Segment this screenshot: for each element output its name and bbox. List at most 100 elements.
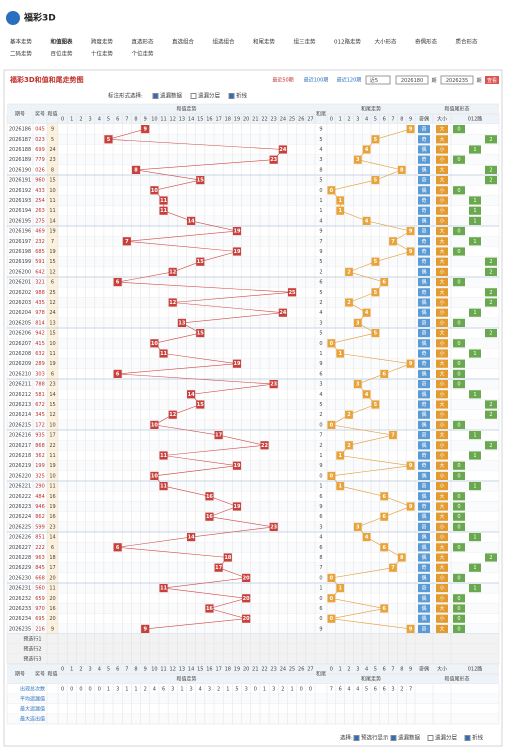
checkbox[interactable] xyxy=(464,735,471,741)
nav-link[interactable]: 大小形态 xyxy=(375,38,398,46)
scale-label: 6 xyxy=(116,667,119,673)
tail-mark-label: 4 xyxy=(365,218,369,224)
range-link[interactable]: 最近100期 xyxy=(304,77,329,84)
parity-label: 偶 xyxy=(421,493,426,500)
checkbox[interactable] xyxy=(353,735,360,741)
issue: 2026190 xyxy=(9,167,31,173)
from-input[interactable] xyxy=(395,75,429,85)
tail-mark xyxy=(327,186,336,195)
checkbox-label[interactable]: 遗漏数据 xyxy=(160,92,183,100)
sum-mark-label: 10 xyxy=(151,422,158,428)
select-box[interactable] xyxy=(365,75,391,85)
scale-label: 3 xyxy=(89,117,92,123)
parity-cell xyxy=(418,471,430,480)
sum-value: 25 xyxy=(49,290,55,296)
parity-label: 偶 xyxy=(421,309,426,316)
size-cell xyxy=(436,624,448,633)
nav-link[interactable]: 质合形态 xyxy=(456,38,479,46)
size-cell xyxy=(436,584,448,593)
sum-mark-label: 23 xyxy=(270,382,277,388)
size-label: 大 xyxy=(439,625,444,632)
nav-link[interactable]: 基本走势 xyxy=(10,38,33,46)
range-link[interactable]: 最近120期 xyxy=(337,77,362,84)
tail-mark-label: 9 xyxy=(409,504,413,510)
to-input[interactable] xyxy=(440,75,474,85)
sum-value: 6 xyxy=(51,545,54,551)
parity-label: 奇 xyxy=(421,523,426,530)
checkbox[interactable] xyxy=(152,93,159,99)
checkbox[interactable] xyxy=(190,93,197,99)
tail-value: 7 xyxy=(319,433,322,439)
draw-number: 172 xyxy=(35,422,45,428)
sum-mark xyxy=(113,278,122,287)
checkbox-label[interactable]: 遗漏分层 xyxy=(435,734,458,742)
scale-label: 9 xyxy=(144,117,147,123)
parity-cell xyxy=(418,288,430,297)
checkbox[interactable] xyxy=(427,735,434,741)
parity-label: 奇 xyxy=(421,207,426,214)
view-button-label[interactable]: 查看 xyxy=(487,77,497,84)
column-header: 和值尾形态 xyxy=(444,106,469,113)
sum-cell-bg xyxy=(47,389,58,400)
tail-value: 9 xyxy=(319,229,322,235)
tail-mark xyxy=(371,329,380,338)
sum-value: 11 xyxy=(49,453,55,459)
view-button[interactable] xyxy=(485,76,499,84)
sum-mark-label: 15 xyxy=(197,178,204,184)
nav-link[interactable]: 个位走势 xyxy=(132,50,155,58)
checkbox-label[interactable]: 遗漏分层 xyxy=(198,92,221,100)
nav-link[interactable]: 十位走势 xyxy=(91,50,114,58)
draw-number: 435 xyxy=(35,300,45,306)
nav-link[interactable]: 组选组合 xyxy=(213,38,236,46)
row-bg xyxy=(7,226,499,237)
checkbox-label[interactable]: 折线 xyxy=(472,734,484,742)
sum-cell-bg xyxy=(47,195,58,206)
size-cell xyxy=(436,543,448,552)
checkbox[interactable] xyxy=(390,735,397,741)
sum-mark-label: 17 xyxy=(215,433,222,439)
size-label: 大 xyxy=(439,248,444,255)
nav-link[interactable]: 百位走势 xyxy=(51,50,74,58)
checkbox-label[interactable]: 遗漏数据 xyxy=(398,734,421,742)
size-label: 小 xyxy=(439,268,444,275)
sum-value: 23 xyxy=(49,157,55,163)
tail-value: 9 xyxy=(319,127,322,133)
sum-value: 9 xyxy=(51,626,54,632)
row-bg xyxy=(7,124,499,135)
row-bg xyxy=(7,501,499,512)
checkbox-label[interactable]: 折线 xyxy=(236,92,248,100)
nav-link[interactable]: 跨度走势 xyxy=(91,38,114,46)
column-header: 和值 xyxy=(47,111,57,118)
size-cell xyxy=(436,359,448,368)
checkbox[interactable] xyxy=(228,93,235,99)
size-cell xyxy=(436,573,448,582)
checkbox-label[interactable]: 预选行显示 xyxy=(361,734,389,742)
nav-link[interactable]: 奇偶形态 xyxy=(415,38,438,46)
tail-value: 3 xyxy=(319,320,322,326)
nav-link[interactable]: 组三走势 xyxy=(294,38,317,46)
size-label: 小 xyxy=(439,381,444,388)
size-cell xyxy=(436,206,448,215)
tail-mark-label: 4 xyxy=(365,535,369,541)
size-cell xyxy=(436,135,448,144)
scale-label: 27 xyxy=(307,117,313,123)
issue: 2026205 xyxy=(9,320,31,326)
draw-number: 345 xyxy=(35,412,45,418)
nav-link[interactable]: 012路走势 xyxy=(334,38,361,46)
stat-value: 0 xyxy=(89,687,92,693)
sum-cell-bg xyxy=(47,572,58,583)
nav-link[interactable]: 直选组合 xyxy=(172,38,195,46)
nav-link[interactable]: 和值图表 xyxy=(51,38,74,46)
scale-label: 23 xyxy=(271,117,277,123)
tail-mark xyxy=(336,451,345,460)
nav-link[interactable]: 二码走势 xyxy=(10,50,33,58)
range-link[interactable]: 最近50期 xyxy=(272,77,293,84)
size-cell xyxy=(436,237,448,246)
road-mark xyxy=(453,359,465,368)
sum-mark xyxy=(232,502,242,511)
draw-number: 591 xyxy=(35,259,45,265)
nav-link[interactable]: 和尾走势 xyxy=(253,38,276,46)
size-cell xyxy=(436,278,448,287)
sum-mark-label: 19 xyxy=(233,463,240,469)
nav-link[interactable]: 直选形态 xyxy=(132,38,155,46)
